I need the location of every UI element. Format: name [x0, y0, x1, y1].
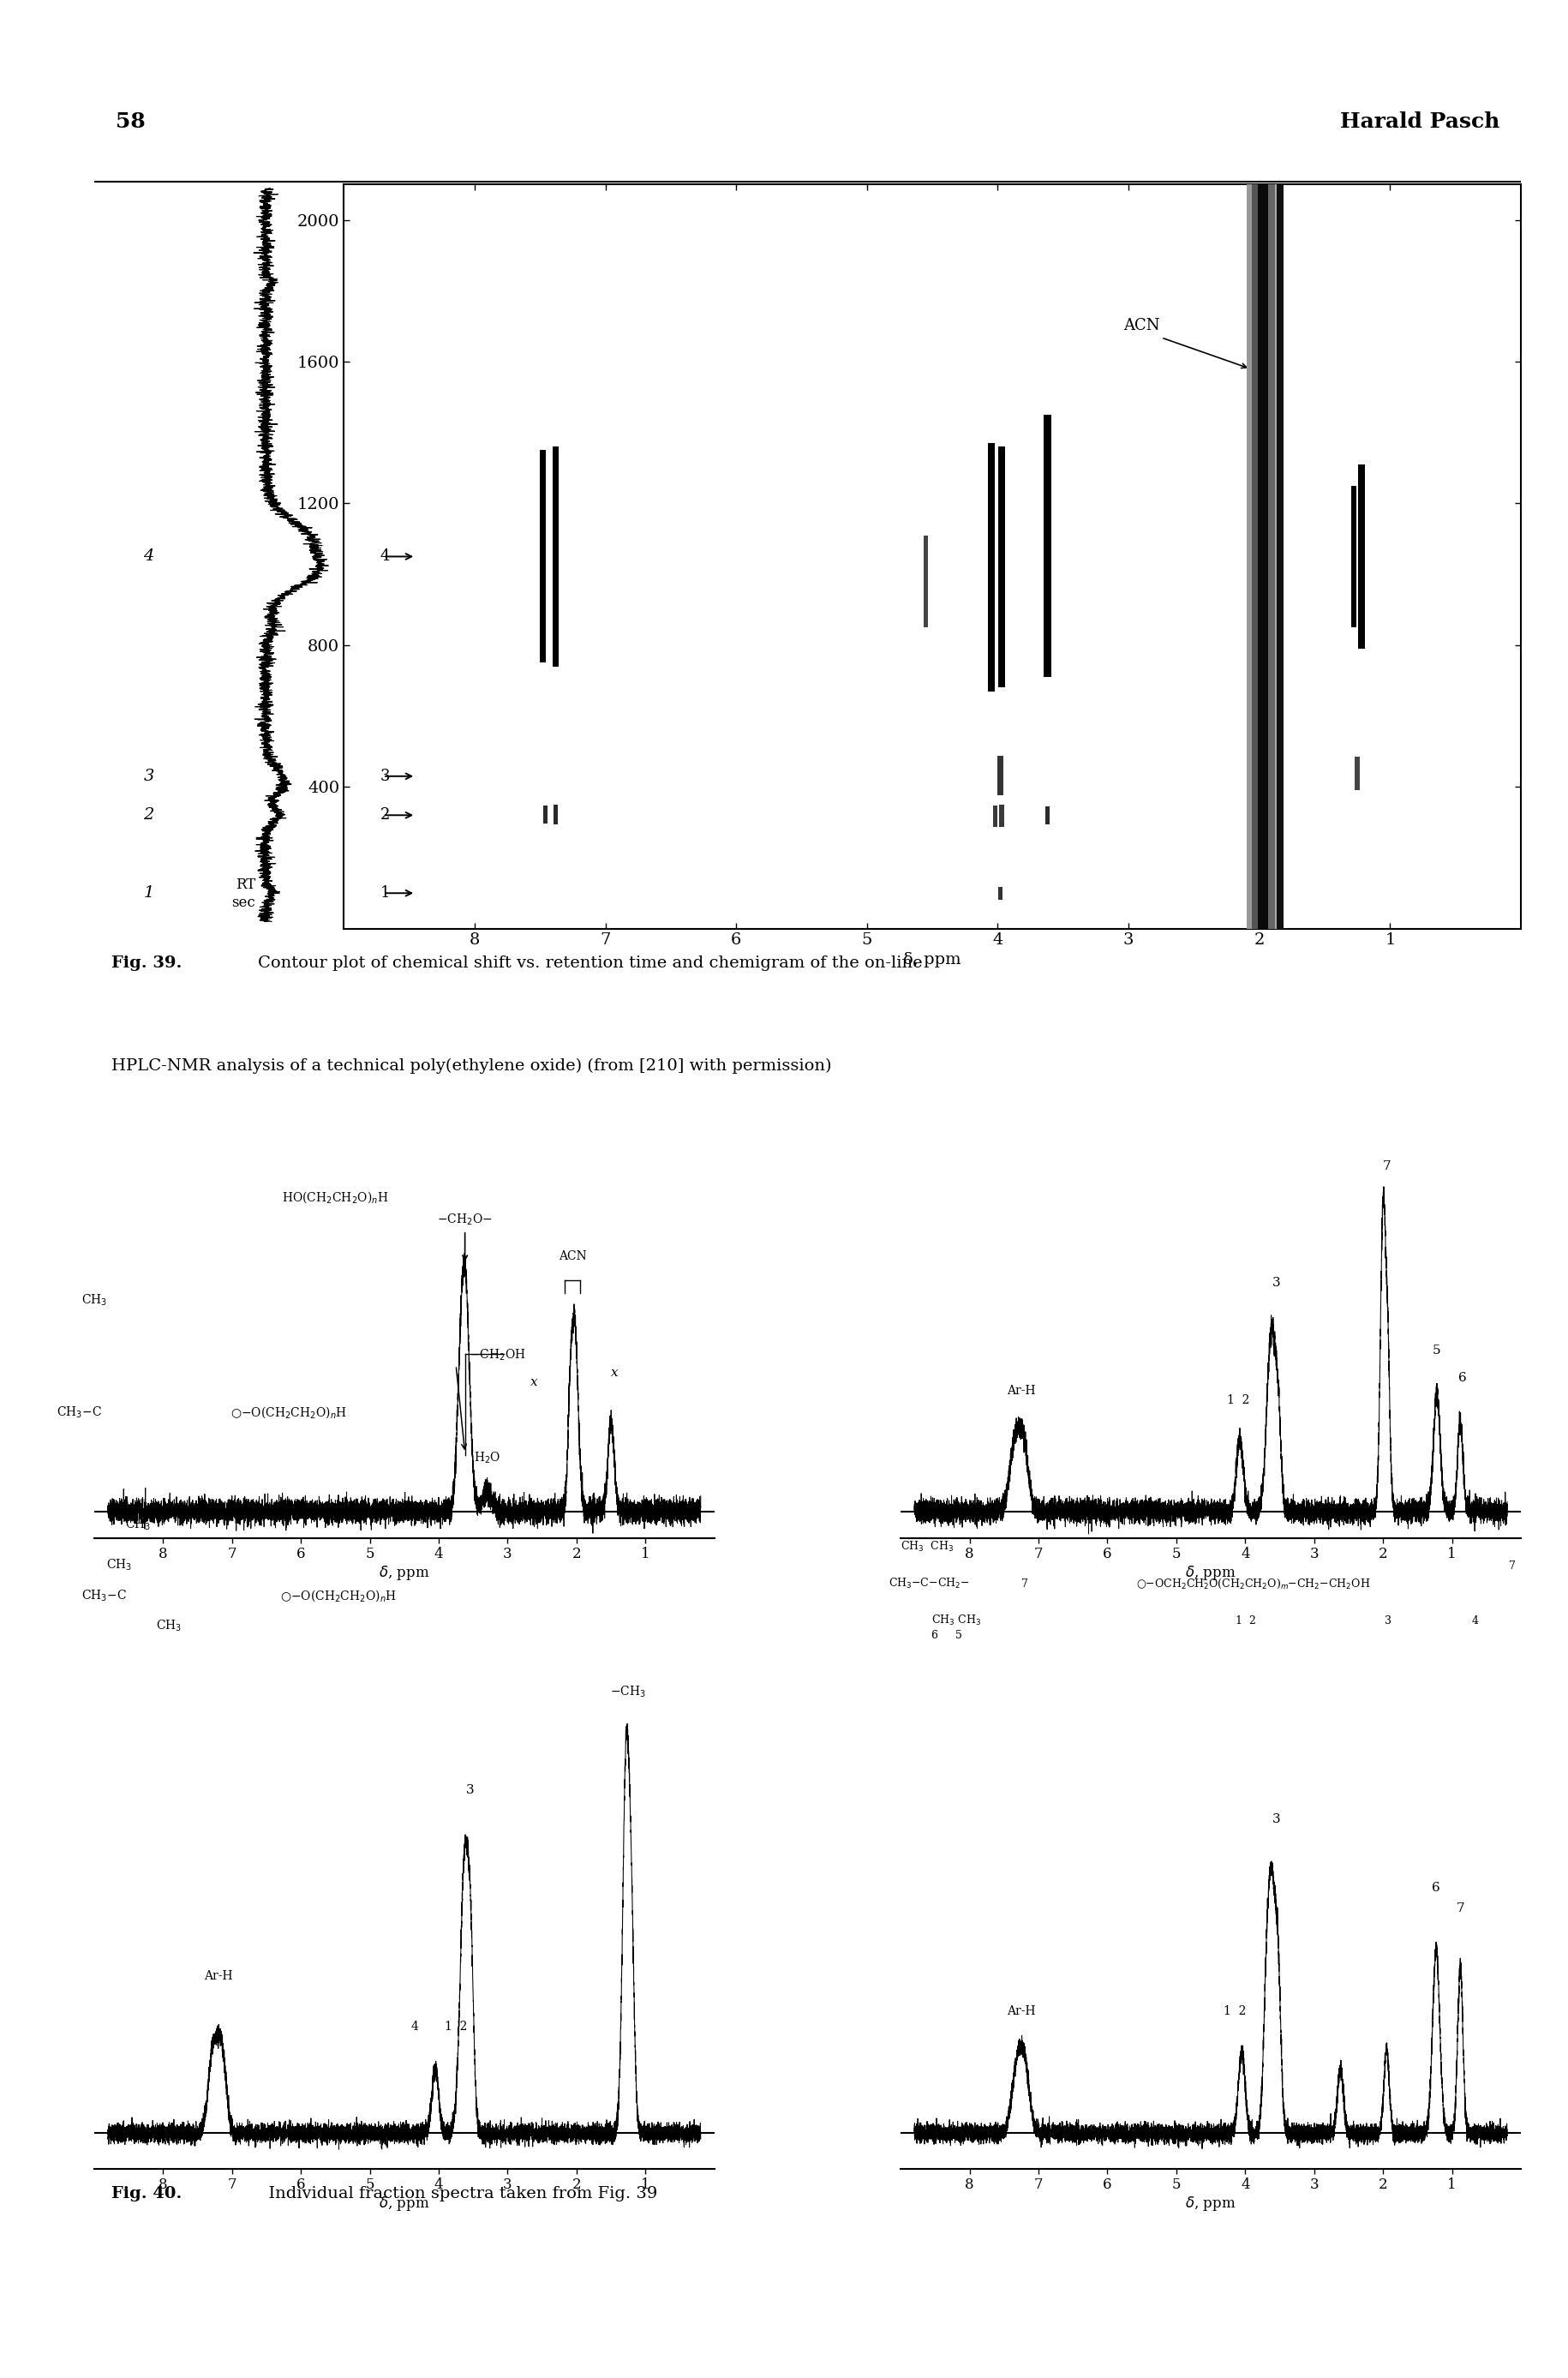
Bar: [1355, 756, 1359, 789]
Text: CH$_3$: CH$_3$: [107, 1558, 132, 1572]
Text: 1: 1: [381, 885, 390, 901]
Text: 3: 3: [1385, 1615, 1391, 1627]
Text: 1  2: 1 2: [445, 2021, 467, 2033]
Text: 1  2: 1 2: [1228, 1394, 1250, 1405]
Text: Contour plot of chemical shift vs. retention time and chemigram of the on-line: Contour plot of chemical shift vs. reten…: [259, 956, 922, 970]
Text: CH$_3$: CH$_3$: [157, 1619, 182, 1634]
Text: 6: 6: [1458, 1372, 1466, 1384]
Text: ACN: ACN: [1123, 319, 1160, 333]
X-axis label: $\delta$, ppm: $\delta$, ppm: [1185, 1565, 1236, 1581]
Bar: [988, 442, 994, 692]
Bar: [924, 535, 928, 628]
X-axis label: $\delta$, ppm: $\delta$, ppm: [1185, 2195, 1236, 2212]
Text: RT
sec: RT sec: [232, 877, 256, 911]
Text: 5: 5: [1433, 1344, 1441, 1355]
Text: CH$_3$: CH$_3$: [82, 1294, 108, 1308]
Text: Ar-H: Ar-H: [1007, 1384, 1035, 1396]
Bar: [1275, 185, 1281, 927]
Text: $-$CH$_2$OH: $-$CH$_2$OH: [469, 1348, 525, 1363]
Text: CH$_3$$-$C: CH$_3$$-$C: [56, 1405, 102, 1420]
Text: H$_2$O: H$_2$O: [474, 1451, 500, 1465]
Text: 4: 4: [411, 2021, 419, 2033]
Text: 3: 3: [143, 768, 154, 785]
Bar: [999, 887, 1002, 899]
Text: 3: 3: [466, 1784, 474, 1795]
Bar: [1358, 464, 1364, 649]
Text: 4: 4: [143, 549, 154, 564]
Bar: [1258, 185, 1269, 927]
Text: 4: 4: [381, 549, 390, 564]
Bar: [1276, 185, 1284, 927]
Text: 3: 3: [1272, 1814, 1281, 1826]
Bar: [1269, 185, 1275, 927]
Text: CH$_3$: CH$_3$: [125, 1517, 151, 1531]
Bar: [1247, 185, 1251, 927]
Text: $\bigcirc$$-$OCH$_2$CH$_2$O(CH$_2$CH$_2$O)$_m$$-$CH$_2$$-$CH$_2$OH: $\bigcirc$$-$OCH$_2$CH$_2$O(CH$_2$CH$_2$…: [1137, 1577, 1370, 1591]
Text: 4: 4: [1471, 1615, 1479, 1627]
Text: x: x: [612, 1367, 618, 1379]
X-axis label: $\delta$, ppm: $\delta$, ppm: [379, 2195, 430, 2212]
Bar: [997, 756, 1004, 794]
Text: 2: 2: [381, 809, 390, 823]
Text: 7: 7: [1383, 1160, 1391, 1172]
Text: 7: 7: [1457, 1902, 1465, 1914]
Bar: [1251, 185, 1258, 927]
Text: CH$_3$  CH$_3$: CH$_3$ CH$_3$: [900, 1541, 953, 1553]
Bar: [993, 806, 997, 828]
Bar: [1352, 485, 1356, 628]
X-axis label: δ, ppm: δ, ppm: [903, 951, 961, 968]
Text: Harald Pasch: Harald Pasch: [1341, 112, 1499, 133]
Text: CH$_3$ CH$_3$: CH$_3$ CH$_3$: [931, 1612, 982, 1627]
Text: 1: 1: [143, 885, 154, 901]
Text: Fig. 39.: Fig. 39.: [111, 956, 182, 970]
Text: HPLC-NMR analysis of a technical poly(ethylene oxide) (from [210] with permissio: HPLC-NMR analysis of a technical poly(et…: [111, 1058, 831, 1075]
Text: Fig. 40.: Fig. 40.: [111, 2185, 182, 2202]
Text: $-$CH$_2$O$-$: $-$CH$_2$O$-$: [437, 1213, 492, 1227]
Text: x: x: [530, 1377, 538, 1389]
Text: 1  2: 1 2: [1236, 1615, 1256, 1627]
Text: 6     5: 6 5: [931, 1629, 963, 1641]
Bar: [1044, 414, 1052, 678]
Bar: [1046, 806, 1049, 825]
Bar: [539, 449, 546, 663]
Text: 1  2: 1 2: [1223, 2005, 1247, 2017]
Bar: [552, 447, 558, 666]
Text: Ar-H: Ar-H: [1007, 2005, 1035, 2017]
Text: $\bigcirc$$-$O(CH$_2$CH$_2$O)$_n$H: $\bigcirc$$-$O(CH$_2$CH$_2$O)$_n$H: [281, 1589, 397, 1603]
Text: HO(CH$_2$CH$_2$O)$_n$H: HO(CH$_2$CH$_2$O)$_n$H: [282, 1189, 389, 1206]
Text: $-$CH$_3$: $-$CH$_3$: [610, 1684, 646, 1700]
Bar: [999, 804, 1004, 828]
Bar: [543, 806, 547, 823]
Text: 7: 7: [1021, 1579, 1029, 1589]
Text: Ar-H: Ar-H: [204, 1969, 232, 1983]
Bar: [554, 804, 558, 825]
Text: 58: 58: [116, 112, 146, 133]
X-axis label: $\delta$, ppm: $\delta$, ppm: [379, 1565, 430, 1581]
Text: 2: 2: [143, 809, 154, 823]
Text: CH$_3$$-$C: CH$_3$$-$C: [82, 1589, 127, 1603]
Text: ACN: ACN: [558, 1251, 586, 1263]
Text: 6: 6: [1432, 1881, 1441, 1893]
Text: CH$_3$$-$C$-$CH$_2$$-$: CH$_3$$-$C$-$CH$_2$$-$: [887, 1577, 969, 1591]
Text: Individual fraction spectra taken from Fig. 39: Individual fraction spectra taken from F…: [259, 2185, 657, 2202]
Text: 7: 7: [1508, 1560, 1515, 1572]
Text: $\bigcirc$$-$O(CH$_2$CH$_2$O)$_n$H: $\bigcirc$$-$O(CH$_2$CH$_2$O)$_n$H: [230, 1405, 347, 1420]
Text: 3: 3: [381, 768, 390, 785]
Text: 3: 3: [1272, 1277, 1281, 1289]
Bar: [999, 447, 1005, 687]
